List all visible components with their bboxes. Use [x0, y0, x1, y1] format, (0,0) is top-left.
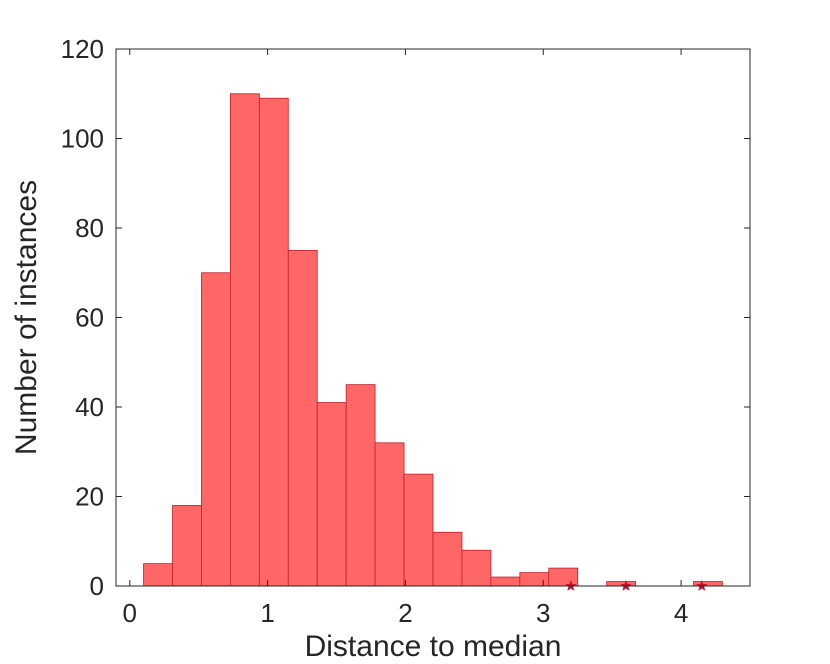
- histogram-bar: [345, 384, 376, 587]
- x-tick-label: 1: [260, 598, 274, 628]
- y-tick-label: 20: [75, 482, 104, 512]
- y-tick-label: 40: [75, 392, 104, 422]
- y-axis-ticks: 0 20 40 60 80 100 120: [61, 34, 750, 601]
- y-tick-label: 0: [90, 571, 104, 601]
- histogram-bar: [172, 505, 202, 587]
- outlier-star-marker: [620, 580, 632, 591]
- histogram-bar: [519, 572, 550, 587]
- y-tick-label: 60: [75, 303, 104, 333]
- histogram-bar: [374, 442, 405, 587]
- histogram-bar: [258, 97, 289, 587]
- y-axis-label: Number of instances: [10, 180, 43, 455]
- x-axis-ticks: 0 1 2 3 4: [123, 49, 688, 628]
- histogram-bar: [143, 563, 173, 587]
- y-tick-label: 80: [75, 213, 104, 243]
- histogram-bar: [548, 567, 579, 587]
- histogram-bar: [403, 473, 434, 587]
- histogram-bar: [461, 549, 492, 587]
- outlier-star-marker: [565, 580, 577, 591]
- x-tick-label: 0: [123, 598, 137, 628]
- y-tick-label: 100: [61, 124, 104, 154]
- histogram-bar: [229, 93, 260, 587]
- histogram-bar: [432, 531, 463, 587]
- histogram-bars: [143, 93, 723, 587]
- x-tick-label: 3: [536, 598, 550, 628]
- y-tick-label: 120: [61, 34, 104, 64]
- histogram-bar: [201, 272, 231, 587]
- x-axis-label: Distance to median: [305, 630, 562, 663]
- outlier-markers: [565, 580, 708, 591]
- outlier-star-marker: [696, 580, 708, 591]
- histogram-bar: [287, 249, 318, 587]
- x-tick-label: 2: [398, 598, 412, 628]
- histogram-bar: [490, 576, 521, 587]
- x-tick-label: 4: [674, 598, 688, 628]
- histogram-bar: [606, 581, 637, 587]
- histogram-bar: [316, 402, 347, 587]
